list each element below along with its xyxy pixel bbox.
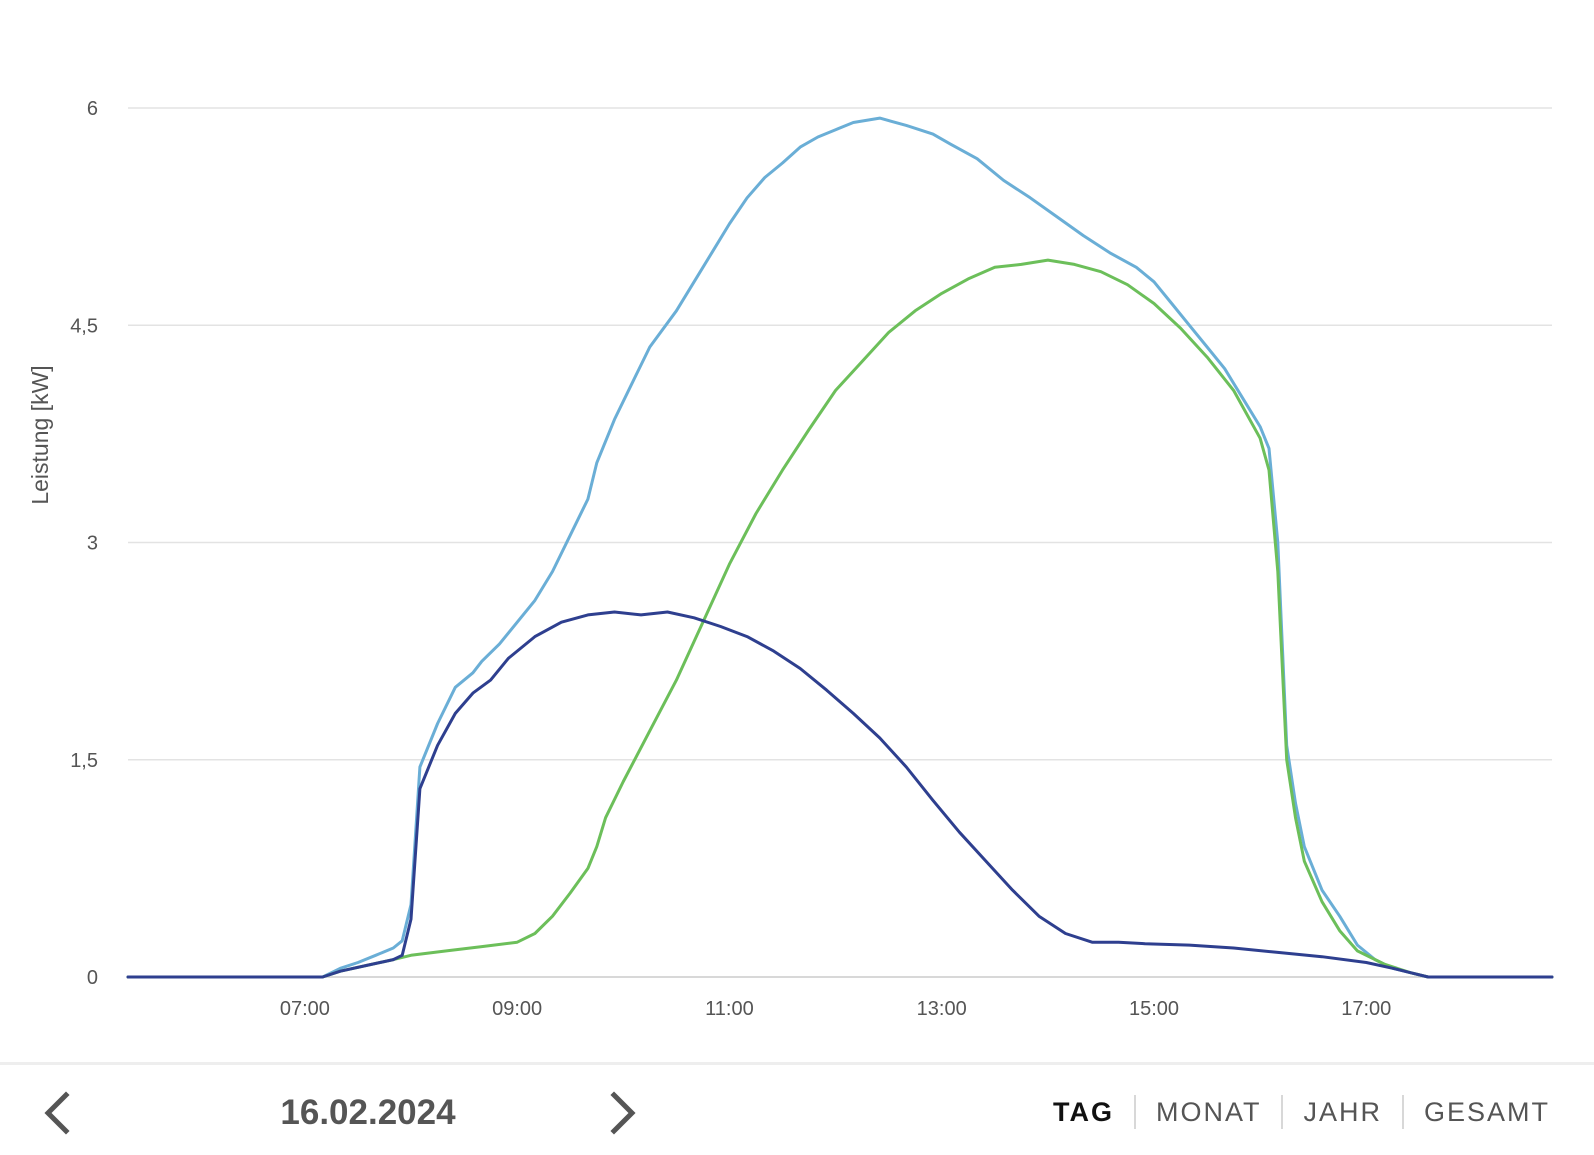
x-tick-label: 11:00 <box>705 998 754 1020</box>
x-tick-label: 13:00 <box>917 998 967 1020</box>
series-lines <box>126 116 1554 979</box>
y-tick-label: 1,5 <box>70 750 98 772</box>
tab-tag[interactable]: TAG <box>1052 1097 1114 1127</box>
date-navigation-bar: 16.02.2024 TAG MONAT JAHR GESAMT <box>0 1062 1594 1155</box>
previous-day-button[interactable] <box>36 1083 80 1143</box>
tab-monat[interactable]: MONAT <box>1155 1097 1262 1127</box>
current-date: 16.02.2024 <box>280 1093 456 1132</box>
tab-divider <box>1281 1095 1284 1129</box>
tab-jahr[interactable]: JAHR <box>1303 1097 1382 1127</box>
x-tick-label: 15:00 <box>1129 998 1179 1020</box>
x-tick-label: 09:00 <box>492 998 542 1020</box>
tab-gesamt[interactable]: GESAMT <box>1423 1097 1550 1127</box>
series-line-2 <box>126 258 1554 979</box>
series-line-1 <box>126 116 1554 979</box>
period-tabs: TAG MONAT JAHR GESAMT <box>1033 1087 1570 1137</box>
tab-divider <box>1401 1095 1404 1129</box>
y-tick-label: 3 <box>87 533 98 555</box>
chevron-right-icon <box>610 1091 636 1135</box>
next-day-button[interactable] <box>600 1083 644 1143</box>
x-axis-ticks: 07:00 09:00 11:00 13:00 15:00 17:00 <box>280 998 1391 1020</box>
y-tick-label: 6 <box>87 98 98 120</box>
x-tick-label: 17:00 <box>1341 998 1391 1020</box>
chevron-left-icon <box>44 1091 70 1135</box>
x-tick-label: 07:00 <box>280 998 330 1020</box>
grid-lines <box>128 107 1552 978</box>
power-chart: 0 1,5 3 4,5 6 07:00 09:00 11:00 13:00 15:00 17:00… <box>27 98 1554 1020</box>
y-axis-ticks: 0 1,5 3 4,5 6 <box>70 98 98 989</box>
y-tick-label: 0 <box>87 967 98 989</box>
tab-divider <box>1133 1095 1136 1129</box>
y-tick-label: 4,5 <box>70 315 98 337</box>
y-axis-title: Leistung [kW] <box>27 365 53 504</box>
series-line-3 <box>126 610 1554 979</box>
